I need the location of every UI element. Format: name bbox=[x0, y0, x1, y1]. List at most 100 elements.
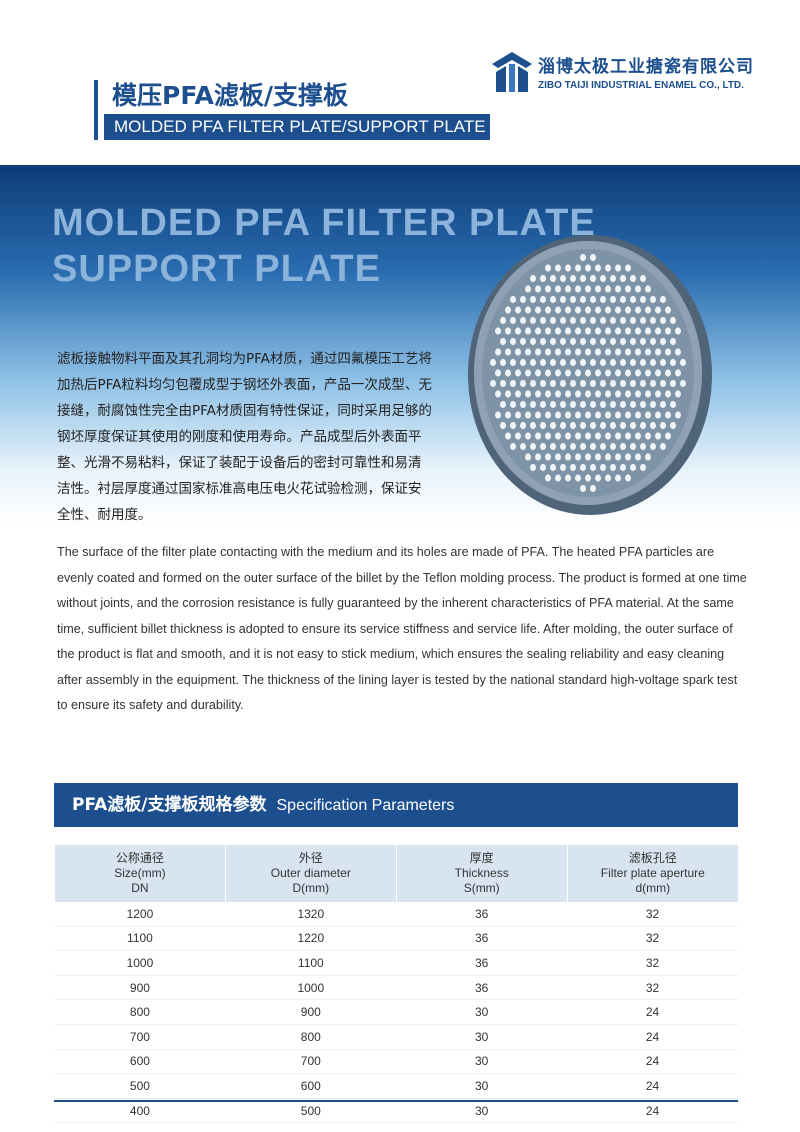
hole bbox=[630, 295, 636, 304]
header-line: 滤板孔径 bbox=[628, 851, 677, 865]
hole bbox=[630, 463, 636, 472]
company-en: ZIBO TAIJI INDUSTRIAL ENAMEL CO., LTD. bbox=[538, 80, 744, 91]
cell: 1100 bbox=[54, 926, 226, 952]
hole bbox=[565, 285, 571, 293]
hole bbox=[665, 327, 671, 335]
hole bbox=[580, 274, 586, 283]
hole bbox=[570, 274, 576, 283]
hole bbox=[620, 358, 626, 367]
hole bbox=[650, 421, 656, 430]
table-title-cn: PFA滤板/支撑板规格参数 bbox=[72, 795, 267, 815]
cn-line: 加热后PFA粒料均匀包覆成型于钢坯外表面，产品一次成型、无 bbox=[57, 377, 432, 393]
hole bbox=[505, 390, 511, 398]
hole bbox=[655, 411, 661, 419]
hole bbox=[550, 421, 556, 430]
header-line: 公称通径 bbox=[115, 851, 164, 865]
title-cn: 模压PFA滤板/支撑板 bbox=[112, 81, 349, 110]
column-header: 厚度 Thickness S(mm) bbox=[395, 845, 568, 902]
cell: 900 bbox=[54, 975, 226, 1001]
hole bbox=[505, 369, 511, 377]
hole bbox=[560, 295, 566, 304]
hole bbox=[560, 337, 566, 346]
hole bbox=[565, 453, 571, 461]
hole bbox=[640, 295, 646, 304]
cell: 1220 bbox=[225, 926, 397, 952]
cell: 900 bbox=[225, 999, 397, 1025]
hole bbox=[505, 348, 511, 356]
hole bbox=[500, 358, 506, 367]
accent-bar bbox=[94, 80, 98, 140]
header-line: 厚度 bbox=[469, 851, 494, 865]
hole bbox=[605, 348, 611, 356]
hole bbox=[590, 295, 596, 304]
cell: 24 bbox=[567, 999, 738, 1025]
hole bbox=[560, 316, 566, 325]
hole bbox=[610, 379, 616, 388]
hole bbox=[580, 400, 586, 409]
hole bbox=[645, 306, 651, 314]
hole bbox=[545, 411, 551, 419]
table-row: 1200 1320 36 32 bbox=[54, 902, 738, 927]
hole bbox=[545, 390, 551, 398]
cell: 500 bbox=[54, 1073, 226, 1099]
hole bbox=[650, 337, 656, 346]
heading-line: SUPPORT PLATE bbox=[52, 248, 381, 290]
table-row: 800 900 30 24 bbox=[54, 999, 738, 1025]
hole bbox=[595, 285, 601, 293]
hole bbox=[535, 411, 541, 419]
hole bbox=[615, 348, 621, 356]
hole bbox=[590, 358, 596, 367]
hole bbox=[640, 337, 646, 346]
hole bbox=[675, 390, 681, 398]
hole bbox=[495, 411, 501, 419]
header-line: 外径 bbox=[298, 851, 323, 865]
hole bbox=[625, 411, 631, 419]
hole bbox=[555, 369, 561, 377]
hole bbox=[515, 390, 521, 398]
hole bbox=[550, 442, 556, 451]
hole bbox=[670, 400, 676, 409]
hole bbox=[680, 358, 686, 367]
hole bbox=[570, 421, 576, 430]
hole bbox=[595, 411, 601, 419]
cn-line: 接缝，耐腐蚀性完全由PFA材质固有特性保证，同时采用足够的 bbox=[57, 403, 432, 419]
hole bbox=[645, 285, 651, 293]
hole bbox=[670, 421, 676, 430]
hole bbox=[615, 264, 621, 272]
hole bbox=[670, 358, 676, 367]
hole bbox=[635, 432, 641, 440]
cell: 1320 bbox=[225, 902, 397, 927]
hole bbox=[650, 295, 656, 304]
hole bbox=[605, 369, 611, 377]
hole bbox=[635, 390, 641, 398]
hole bbox=[600, 379, 606, 388]
cell: 1100 bbox=[225, 950, 397, 976]
hole bbox=[570, 358, 576, 367]
hole bbox=[540, 274, 546, 283]
hole bbox=[490, 379, 496, 388]
cell: 1000 bbox=[225, 975, 397, 1001]
logo bbox=[492, 52, 532, 92]
hole bbox=[660, 295, 666, 304]
hole bbox=[540, 295, 546, 304]
hole bbox=[625, 453, 631, 461]
hole bbox=[550, 274, 556, 283]
cell: 36 bbox=[396, 950, 568, 976]
hole bbox=[620, 442, 626, 451]
header-line: Size(mm) bbox=[114, 866, 166, 880]
hole bbox=[580, 463, 586, 472]
hole bbox=[600, 316, 606, 325]
hole bbox=[545, 327, 551, 335]
hole bbox=[640, 358, 646, 367]
hole bbox=[615, 411, 621, 419]
hole bbox=[660, 400, 666, 409]
hole bbox=[530, 442, 536, 451]
hole bbox=[550, 295, 556, 304]
hole bbox=[500, 379, 506, 388]
hole bbox=[530, 274, 536, 283]
hole bbox=[500, 400, 506, 409]
table-row: 1100 1220 36 32 bbox=[54, 926, 738, 952]
table-title: PFA滤板/支撑板规格参数 Specification Parameters bbox=[54, 783, 738, 827]
hole bbox=[565, 306, 571, 314]
